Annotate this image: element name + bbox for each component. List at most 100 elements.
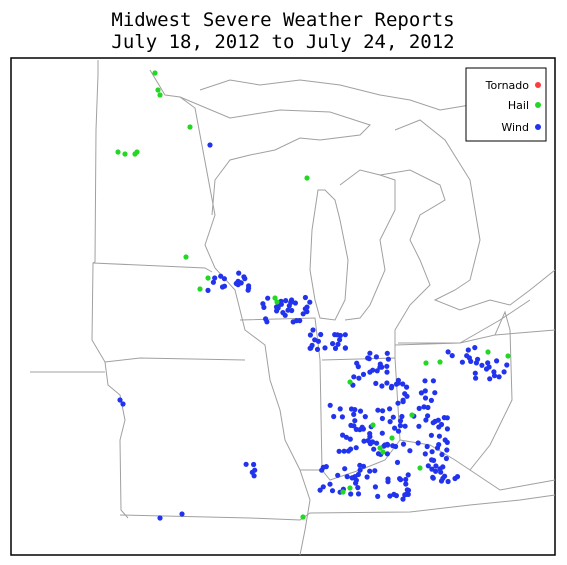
report-dot <box>370 367 376 373</box>
report-dot <box>330 341 336 347</box>
report-dot <box>285 307 291 313</box>
report-dot <box>297 318 303 324</box>
report-dot <box>274 299 280 305</box>
report-dot <box>479 362 485 368</box>
report-dot <box>423 417 429 423</box>
report-dot <box>265 295 271 301</box>
report-dot <box>289 297 295 303</box>
lake-shore <box>309 189 349 321</box>
report-dot <box>351 411 357 417</box>
report-dot <box>388 385 394 391</box>
report-dot <box>375 493 381 499</box>
report-dot <box>342 332 348 338</box>
report-dot <box>393 443 399 450</box>
report-dot <box>384 380 390 386</box>
report-dot <box>292 300 298 306</box>
report-dot <box>348 491 354 497</box>
report-dot <box>384 350 390 356</box>
report-dot <box>331 413 337 420</box>
report-dot <box>353 426 359 432</box>
report-dot <box>365 438 371 444</box>
report-dot <box>307 332 313 338</box>
report-dot <box>337 406 343 412</box>
report-dot <box>403 481 409 487</box>
lake-shore <box>394 119 556 311</box>
report-dot <box>472 345 478 351</box>
report-dot <box>416 405 422 411</box>
report-dot <box>344 474 350 480</box>
map-borders <box>30 60 556 556</box>
title: Midwest Severe Weather Reports <box>111 9 454 31</box>
border-canada <box>199 79 471 111</box>
report-dot <box>432 390 438 396</box>
report-dot <box>221 283 228 289</box>
report-dot <box>373 354 379 360</box>
report-dot <box>355 491 362 497</box>
report-dot <box>466 355 472 361</box>
report-dot <box>319 467 325 473</box>
report-dot <box>323 464 329 470</box>
report-dot <box>400 441 407 447</box>
report-dot <box>310 327 316 333</box>
report-dot <box>347 485 353 491</box>
report-dot <box>379 430 385 436</box>
report-dot <box>280 310 286 316</box>
report-dot <box>428 432 434 438</box>
report-dot <box>327 481 333 487</box>
report-dot <box>405 472 411 478</box>
report-dot <box>245 287 251 293</box>
report-dot <box>251 461 257 468</box>
report-dot <box>348 422 354 428</box>
report-dot <box>342 345 348 351</box>
report-dot <box>430 475 436 481</box>
report-dot <box>183 254 189 260</box>
report-dot <box>384 363 390 369</box>
report-dot <box>438 421 445 428</box>
report-dot <box>385 356 391 362</box>
report-dot <box>210 279 216 285</box>
report-dot <box>218 273 224 279</box>
state-border <box>469 469 556 491</box>
report-dot <box>246 283 252 289</box>
report-dot <box>304 175 310 181</box>
report-dot <box>304 304 310 310</box>
report-dot <box>207 142 213 148</box>
report-dot <box>155 87 161 93</box>
report-dot <box>315 338 321 344</box>
report-dot <box>157 92 163 98</box>
report-dot <box>407 448 413 454</box>
report-dot <box>496 374 502 380</box>
report-dot <box>327 402 333 408</box>
report-dot <box>329 488 336 494</box>
report-dot <box>205 275 211 281</box>
report-dot <box>361 438 367 444</box>
report-dot <box>251 473 257 479</box>
report-dot <box>205 287 211 293</box>
report-dot <box>357 408 364 414</box>
report-dot <box>364 474 370 480</box>
lake-shore <box>459 299 556 344</box>
report-dot <box>417 465 423 471</box>
report-dot <box>322 345 328 351</box>
report-dots <box>115 70 511 521</box>
report-dot <box>354 360 360 366</box>
report-dot <box>179 511 185 517</box>
report-dot <box>347 379 353 385</box>
state-border <box>92 262 213 273</box>
report-dot <box>389 435 395 441</box>
report-dot <box>120 401 126 407</box>
legend-marker <box>535 82 541 88</box>
report-dot <box>351 374 357 380</box>
report-dot <box>317 487 323 493</box>
report-dot <box>290 319 296 325</box>
report-dot <box>343 434 349 440</box>
report-dot <box>473 360 479 366</box>
river-border <box>149 69 311 556</box>
report-dot <box>483 366 490 372</box>
report-dot <box>387 419 393 425</box>
report-dot <box>395 428 402 434</box>
report-dot <box>371 446 377 452</box>
report-dot <box>367 350 373 356</box>
report-dot <box>431 457 437 463</box>
report-dot <box>377 445 383 451</box>
